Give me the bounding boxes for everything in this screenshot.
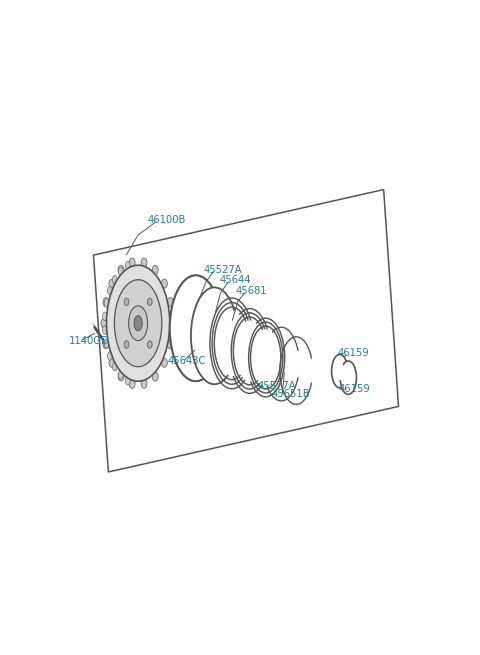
Ellipse shape: [124, 298, 129, 306]
Text: 46159: 46159: [337, 348, 369, 358]
Text: 1140GD: 1140GD: [69, 336, 110, 346]
Ellipse shape: [107, 265, 170, 381]
Ellipse shape: [129, 306, 148, 341]
Text: 45644: 45644: [220, 275, 252, 286]
Ellipse shape: [102, 326, 107, 335]
Ellipse shape: [161, 358, 168, 367]
Ellipse shape: [125, 261, 130, 270]
Ellipse shape: [129, 258, 135, 267]
Ellipse shape: [104, 299, 109, 307]
Ellipse shape: [168, 297, 173, 307]
Ellipse shape: [152, 265, 158, 274]
Ellipse shape: [141, 258, 147, 267]
Ellipse shape: [134, 316, 142, 331]
Ellipse shape: [125, 377, 130, 385]
Ellipse shape: [103, 340, 109, 349]
Ellipse shape: [124, 341, 129, 348]
Ellipse shape: [118, 372, 124, 381]
Ellipse shape: [141, 379, 147, 388]
Ellipse shape: [109, 279, 115, 288]
Ellipse shape: [108, 286, 112, 295]
Ellipse shape: [169, 319, 175, 328]
Ellipse shape: [101, 319, 107, 328]
Ellipse shape: [114, 280, 162, 367]
Ellipse shape: [332, 354, 348, 388]
Ellipse shape: [340, 361, 357, 394]
Ellipse shape: [216, 310, 248, 376]
Ellipse shape: [108, 352, 112, 360]
Ellipse shape: [170, 275, 222, 381]
Ellipse shape: [335, 362, 344, 381]
Ellipse shape: [119, 371, 123, 379]
Ellipse shape: [112, 276, 117, 284]
Ellipse shape: [119, 267, 123, 276]
Ellipse shape: [109, 358, 115, 367]
Ellipse shape: [168, 340, 173, 349]
Ellipse shape: [129, 379, 135, 388]
Text: 45643C: 45643C: [168, 356, 206, 366]
Text: 45651B: 45651B: [271, 389, 310, 400]
Text: 45681: 45681: [236, 286, 267, 297]
Text: 45527A: 45527A: [203, 265, 242, 275]
Ellipse shape: [104, 339, 109, 348]
Ellipse shape: [147, 341, 152, 348]
Ellipse shape: [252, 329, 279, 386]
Ellipse shape: [147, 298, 152, 306]
Text: 46159: 46159: [338, 384, 370, 394]
Ellipse shape: [161, 279, 168, 288]
Ellipse shape: [194, 293, 235, 379]
Ellipse shape: [112, 362, 117, 371]
Ellipse shape: [344, 369, 353, 387]
Text: 45577A: 45577A: [257, 381, 296, 391]
Ellipse shape: [235, 320, 264, 381]
Text: 46100B: 46100B: [147, 215, 186, 225]
Ellipse shape: [103, 297, 109, 307]
Ellipse shape: [118, 265, 124, 274]
Ellipse shape: [191, 288, 238, 384]
Ellipse shape: [102, 312, 107, 320]
Ellipse shape: [173, 282, 219, 375]
Ellipse shape: [152, 372, 158, 381]
